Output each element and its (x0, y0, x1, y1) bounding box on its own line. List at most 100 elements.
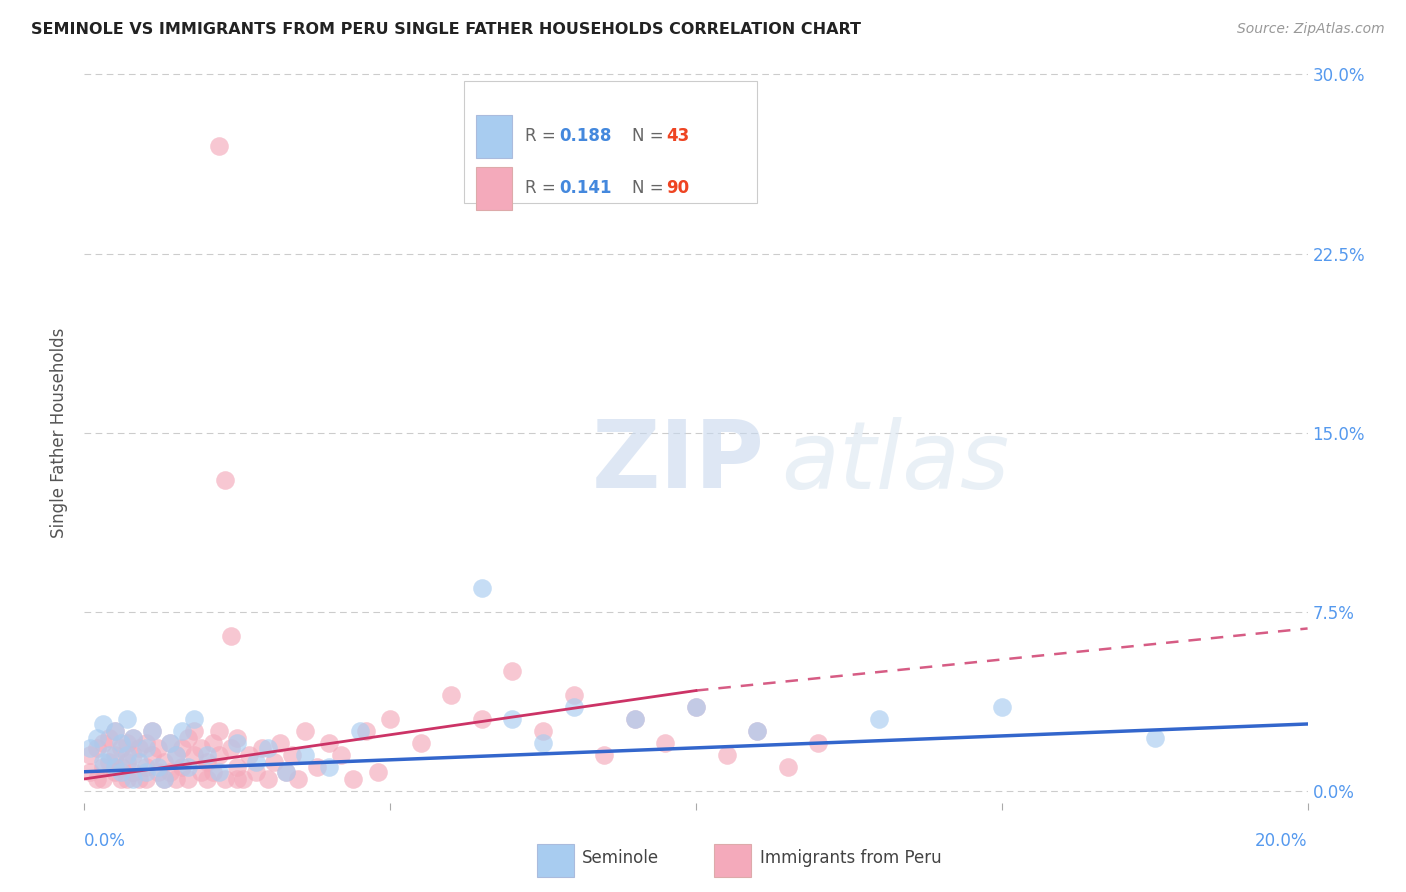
Point (177, 731, 200, 746)
Point (86, 740, 108, 755)
Point (104, 760, 127, 774)
Text: Source: ZipAtlas.com: Source: ZipAtlas.com (1237, 22, 1385, 37)
Y-axis label: Single Father Households: Single Father Households (49, 327, 67, 538)
Point (502, 665, 524, 679)
Point (153, 772, 176, 786)
Point (165, 772, 187, 786)
Point (208, 764, 231, 779)
Point (195, 747, 218, 762)
Point (257, 740, 280, 755)
Point (146, 740, 169, 755)
Point (208, 139, 231, 153)
Point (115, 772, 138, 786)
Point (110, 772, 132, 786)
Point (318, 760, 340, 774)
Point (153, 772, 176, 786)
Point (195, 772, 218, 786)
Point (159, 764, 181, 779)
Point (409, 736, 432, 750)
Point (122, 731, 145, 746)
Text: ZIP: ZIP (592, 417, 765, 508)
Point (183, 747, 205, 762)
Point (562, 689, 585, 703)
Point (269, 736, 291, 750)
Point (104, 747, 127, 762)
Point (146, 764, 169, 779)
Point (128, 740, 150, 755)
Text: N =: N = (633, 128, 669, 145)
Point (624, 712, 647, 726)
Point (110, 760, 132, 774)
Point (128, 772, 150, 786)
Point (79, 764, 101, 779)
Point (183, 724, 205, 739)
Point (380, 712, 402, 726)
Point (685, 700, 707, 714)
Point (122, 731, 145, 746)
Point (115, 712, 138, 726)
Text: N =: N = (633, 179, 669, 197)
Point (177, 772, 200, 786)
Point (305, 760, 328, 774)
Point (214, 474, 236, 488)
Point (177, 760, 200, 774)
Point (190, 764, 212, 779)
Point (97, 747, 120, 762)
Point (110, 736, 132, 750)
Point (624, 712, 647, 726)
Point (104, 724, 127, 739)
Point (330, 747, 353, 762)
Point (991, 700, 1014, 714)
Point (869, 712, 891, 726)
Point (91, 755, 114, 769)
Point (226, 760, 249, 774)
Point (159, 736, 181, 750)
Point (245, 755, 267, 769)
Point (91, 760, 114, 774)
Point (562, 700, 585, 714)
Point (1143, 731, 1166, 746)
Point (226, 731, 249, 746)
Point (219, 740, 242, 755)
Point (232, 772, 254, 786)
Point (214, 772, 236, 786)
Point (354, 724, 377, 739)
Point (141, 724, 163, 739)
Point (294, 724, 316, 739)
Point (91, 717, 114, 731)
Point (747, 724, 769, 739)
Text: 0.0%: 0.0% (84, 832, 127, 850)
Point (183, 712, 205, 726)
Point (86, 731, 108, 746)
Text: 0.141: 0.141 (560, 179, 612, 197)
Text: 43: 43 (666, 128, 690, 145)
Point (245, 764, 267, 779)
Point (104, 764, 127, 779)
Point (807, 736, 830, 750)
Point (91, 772, 114, 786)
Point (281, 747, 304, 762)
Point (226, 772, 249, 786)
Point (122, 772, 145, 786)
Point (153, 755, 176, 769)
Point (471, 581, 494, 595)
Point (165, 747, 187, 762)
Point (195, 755, 218, 769)
Point (115, 736, 138, 750)
Point (91, 736, 114, 750)
Point (531, 724, 554, 739)
Point (276, 764, 298, 779)
Point (201, 736, 224, 750)
Point (115, 755, 138, 769)
Point (716, 747, 738, 762)
FancyBboxPatch shape (464, 81, 758, 203)
FancyBboxPatch shape (714, 844, 751, 877)
Point (294, 747, 316, 762)
Point (342, 772, 364, 786)
Point (776, 760, 799, 774)
Point (190, 740, 212, 755)
Point (287, 772, 309, 786)
Point (593, 747, 616, 762)
Point (747, 724, 769, 739)
Text: R =: R = (524, 128, 561, 145)
